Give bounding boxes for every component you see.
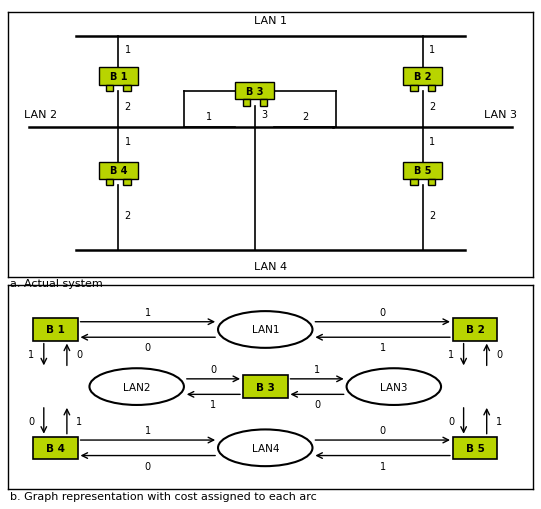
Text: B 3: B 3 xyxy=(246,87,263,97)
Text: B 3: B 3 xyxy=(256,382,275,392)
Text: 0: 0 xyxy=(314,400,320,410)
Text: 1: 1 xyxy=(380,343,386,353)
Text: B 5: B 5 xyxy=(466,443,485,453)
Text: 0: 0 xyxy=(145,461,151,471)
Text: 0: 0 xyxy=(145,343,151,353)
Text: 1: 1 xyxy=(380,461,386,471)
Text: 2: 2 xyxy=(429,102,435,112)
Text: 1: 1 xyxy=(210,400,216,410)
Text: 2: 2 xyxy=(124,102,131,112)
Text: a. Actual system: a. Actual system xyxy=(10,279,102,289)
FancyBboxPatch shape xyxy=(33,437,78,459)
Text: LAN 3: LAN 3 xyxy=(484,110,517,120)
Text: 1: 1 xyxy=(76,416,82,426)
FancyBboxPatch shape xyxy=(403,162,443,180)
Text: 1: 1 xyxy=(429,137,435,147)
FancyBboxPatch shape xyxy=(453,319,498,341)
FancyBboxPatch shape xyxy=(106,86,113,92)
Text: 2: 2 xyxy=(302,112,308,122)
FancyBboxPatch shape xyxy=(235,83,274,100)
Ellipse shape xyxy=(218,312,313,348)
Text: 0: 0 xyxy=(380,307,386,317)
Ellipse shape xyxy=(89,369,184,405)
Text: 1: 1 xyxy=(145,425,151,435)
Text: LAN1: LAN1 xyxy=(252,325,279,335)
Text: B 4: B 4 xyxy=(46,443,65,453)
Text: 1: 1 xyxy=(28,350,35,360)
Text: 2: 2 xyxy=(124,211,131,220)
FancyBboxPatch shape xyxy=(123,86,130,92)
FancyBboxPatch shape xyxy=(243,376,288,398)
FancyBboxPatch shape xyxy=(98,162,138,180)
Text: B 2: B 2 xyxy=(414,72,431,82)
Text: B 1: B 1 xyxy=(46,325,65,335)
Text: 1: 1 xyxy=(124,44,131,54)
Text: b. Graph representation with cost assigned to each arc: b. Graph representation with cost assign… xyxy=(10,491,316,501)
Text: B 4: B 4 xyxy=(110,166,127,176)
FancyBboxPatch shape xyxy=(403,68,443,86)
Text: B 1: B 1 xyxy=(110,72,127,82)
Text: 0: 0 xyxy=(28,416,35,426)
Text: 0: 0 xyxy=(210,364,216,374)
Text: 1: 1 xyxy=(314,364,320,374)
Text: LAN4: LAN4 xyxy=(252,443,279,453)
Ellipse shape xyxy=(347,369,441,405)
Text: B 2: B 2 xyxy=(466,325,485,335)
Text: 1: 1 xyxy=(429,44,435,54)
FancyBboxPatch shape xyxy=(428,86,435,92)
FancyBboxPatch shape xyxy=(242,100,249,107)
Text: 1: 1 xyxy=(496,416,502,426)
Text: B 5: B 5 xyxy=(414,166,431,176)
Text: LAN 1: LAN 1 xyxy=(254,16,287,26)
Text: 0: 0 xyxy=(380,425,386,435)
Text: 2: 2 xyxy=(429,211,435,220)
Text: LAN 4: LAN 4 xyxy=(254,262,287,271)
Ellipse shape xyxy=(218,430,313,466)
FancyBboxPatch shape xyxy=(428,180,435,186)
Text: 3: 3 xyxy=(261,109,267,119)
Text: 0: 0 xyxy=(496,350,502,360)
FancyBboxPatch shape xyxy=(260,100,267,107)
FancyBboxPatch shape xyxy=(123,180,130,186)
Text: LAN3: LAN3 xyxy=(380,382,407,392)
FancyBboxPatch shape xyxy=(411,180,418,186)
Text: 1: 1 xyxy=(207,112,213,122)
Text: 1: 1 xyxy=(448,350,454,360)
Text: 0: 0 xyxy=(448,416,454,426)
Text: 1: 1 xyxy=(124,137,131,147)
FancyBboxPatch shape xyxy=(33,319,78,341)
Text: 0: 0 xyxy=(76,350,82,360)
FancyBboxPatch shape xyxy=(98,68,138,86)
FancyBboxPatch shape xyxy=(106,180,113,186)
FancyBboxPatch shape xyxy=(411,86,418,92)
Text: LAN 2: LAN 2 xyxy=(24,110,57,120)
FancyBboxPatch shape xyxy=(453,437,498,459)
Text: 1: 1 xyxy=(145,307,151,317)
Text: LAN2: LAN2 xyxy=(123,382,150,392)
